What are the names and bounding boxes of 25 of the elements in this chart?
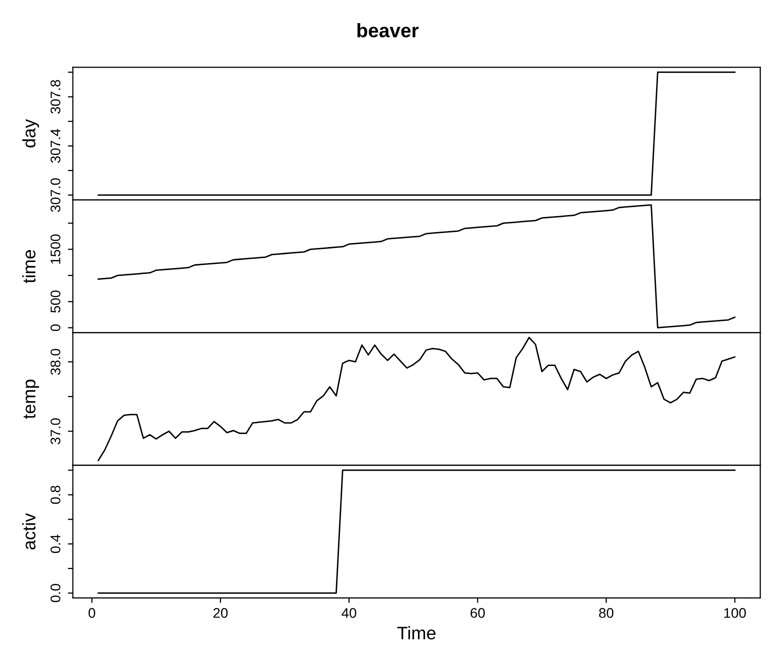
y-axis-title: time — [22, 250, 36, 284]
y-tick-label: 37.0 — [50, 418, 60, 444]
x-tick-label: 0 — [88, 608, 96, 618]
y-tick-label: 0.8 — [50, 486, 60, 504]
y-axis-title: activ — [22, 513, 36, 550]
x-tick-label: 20 — [213, 608, 228, 618]
y-tick-label: 0.0 — [50, 584, 60, 602]
y-tick-label: 307.0 — [50, 178, 60, 212]
line-series — [98, 204, 736, 328]
y-tick-label: 38.0 — [50, 348, 60, 375]
y-axis-title: day — [22, 119, 40, 148]
y-tick-label: 1500 — [50, 234, 60, 264]
x-tick-label: 100 — [724, 608, 746, 618]
x-tick-label: 80 — [599, 608, 614, 618]
y-axis-title: temp — [24, 380, 40, 419]
x-tick-label: 40 — [342, 608, 356, 618]
x-axis-title: Time — [397, 626, 436, 640]
x-tick-label: 60 — [470, 608, 485, 618]
y-tick-label: 500 — [50, 290, 60, 313]
y-tick-label: 0 — [50, 324, 60, 332]
line-series — [98, 336, 736, 462]
y-tick-label: 0.4 — [50, 534, 60, 554]
y-tick-label: 307.8 — [50, 80, 60, 114]
y-tick-label: 307.4 — [50, 128, 60, 163]
chart-title: beaver — [357, 23, 419, 38]
